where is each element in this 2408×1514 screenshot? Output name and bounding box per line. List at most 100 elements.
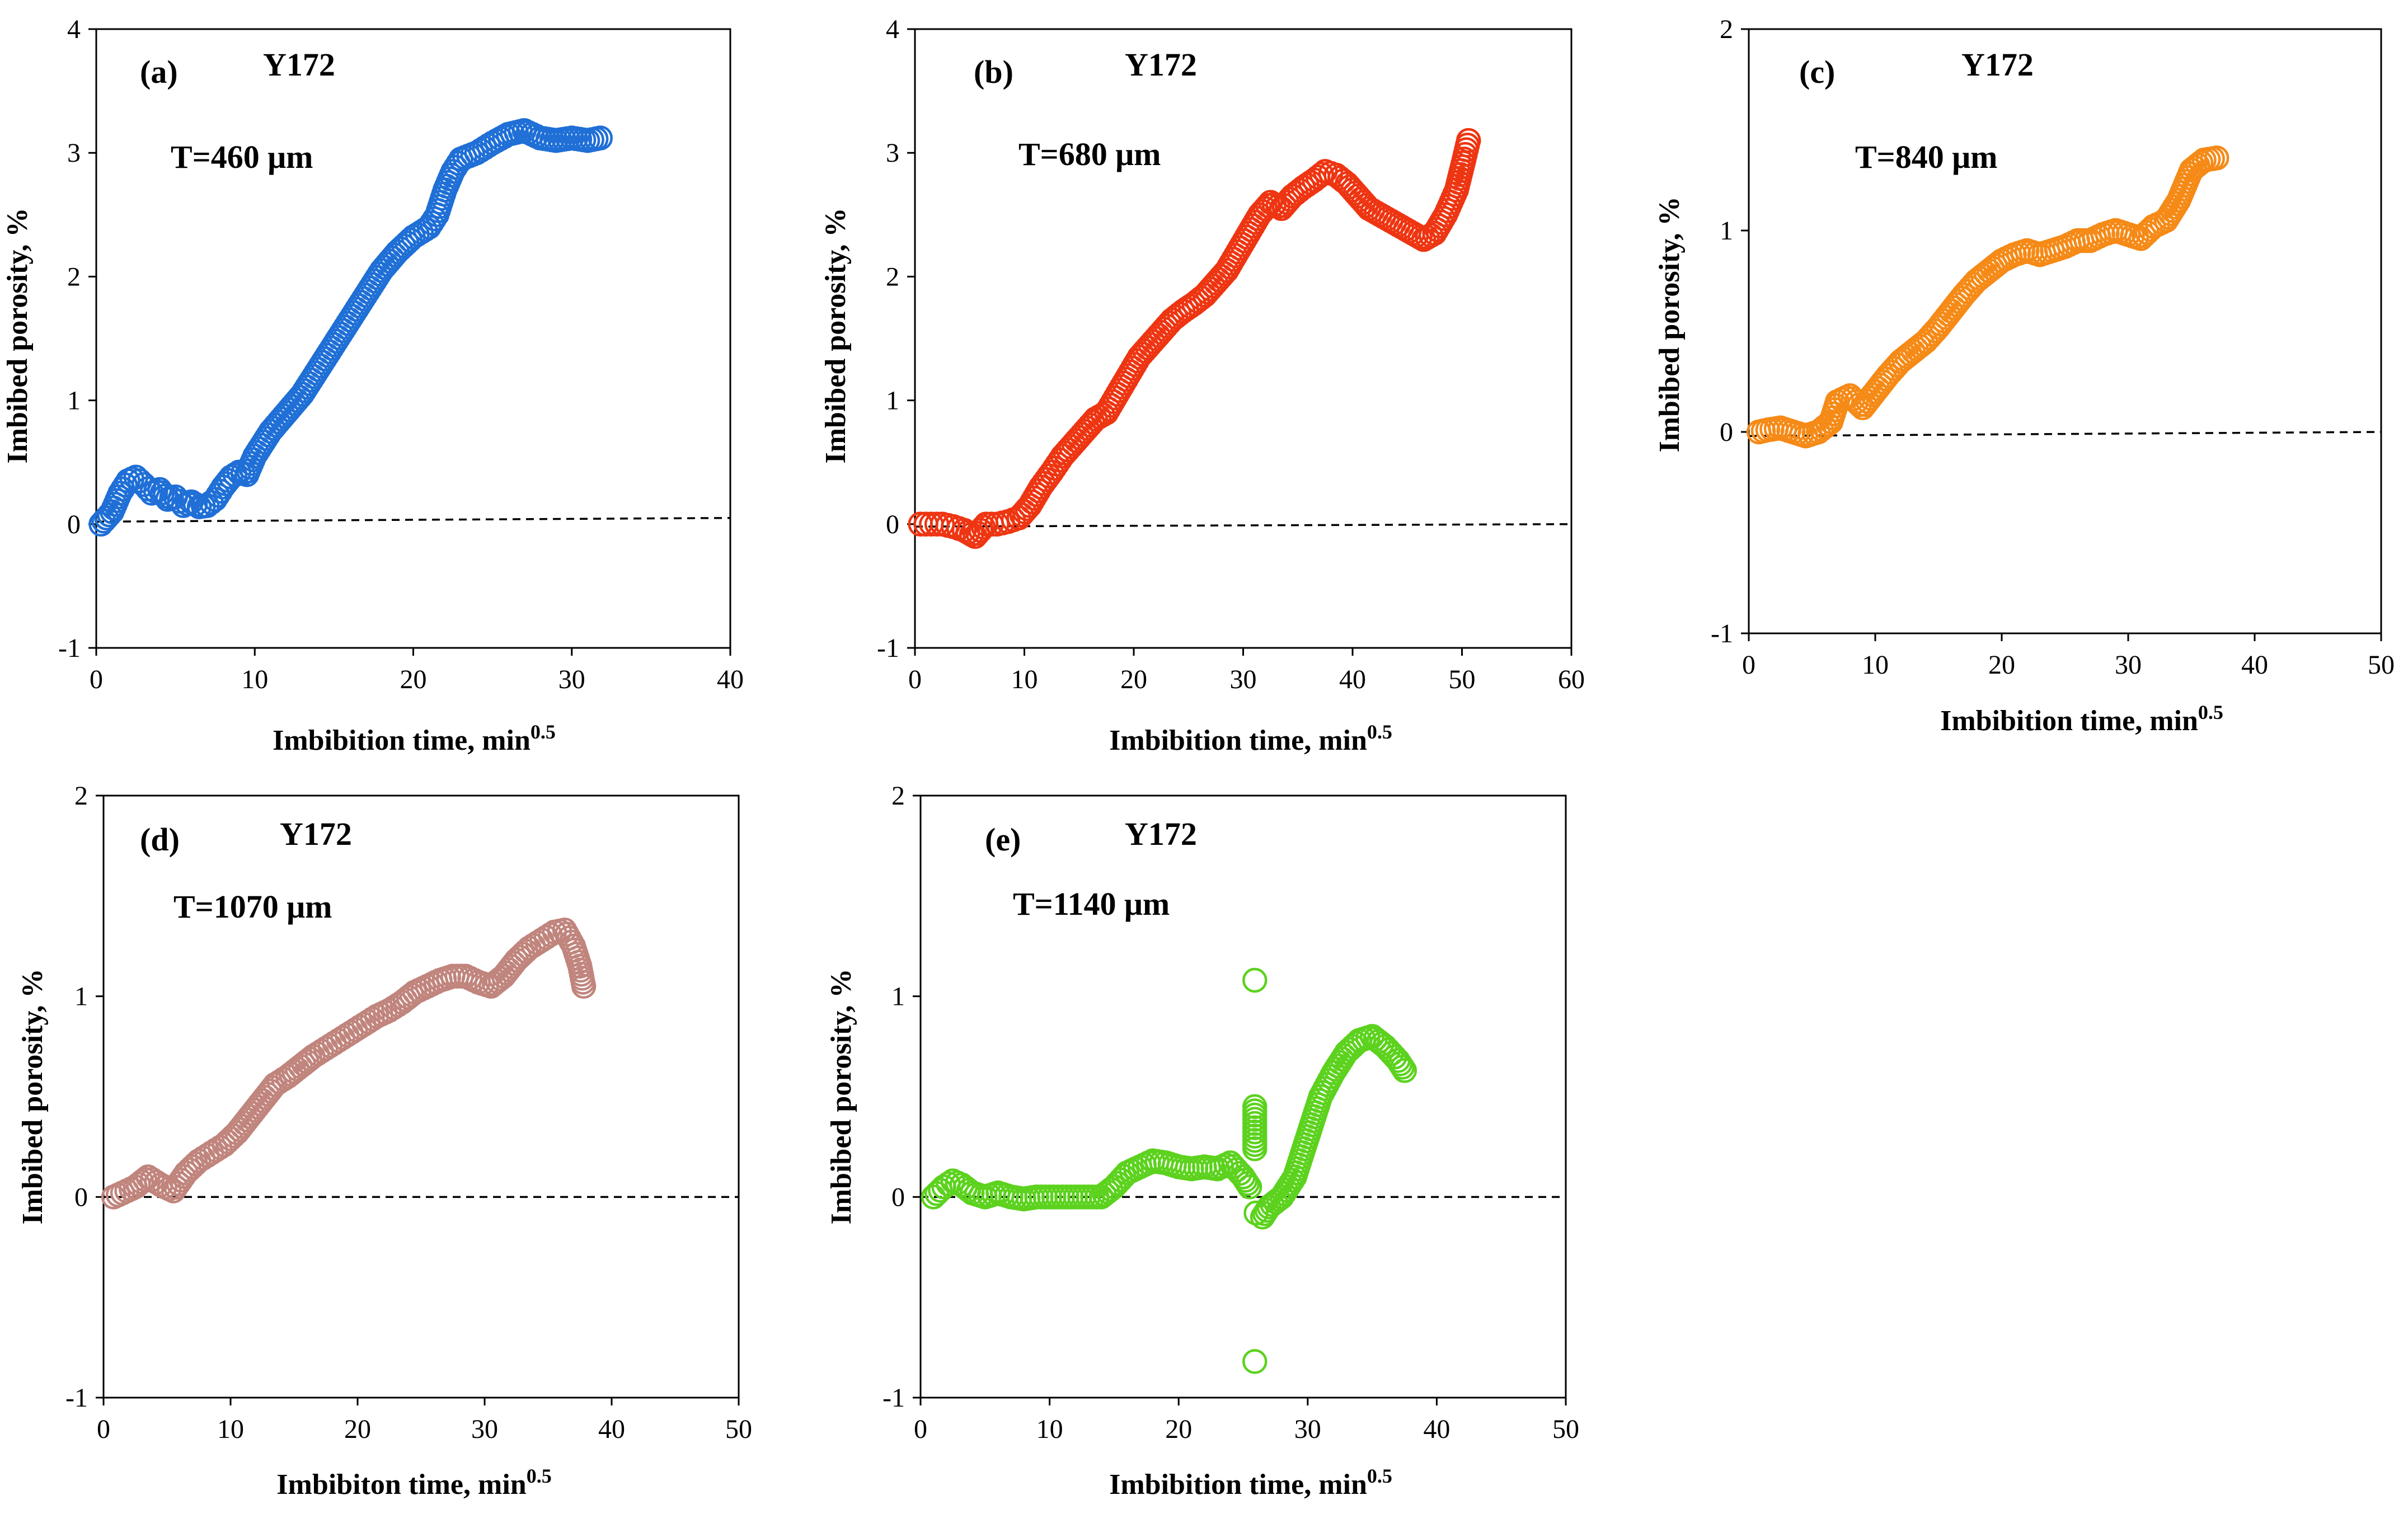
- x-tick-label: 30: [1230, 665, 1257, 694]
- data-point: [1237, 1174, 1262, 1200]
- thickness-annotation: T=680 μm: [1018, 136, 1161, 172]
- x-tick-label: 10: [1011, 665, 1038, 694]
- y-tick-label: 3: [67, 138, 81, 168]
- x-tick-label: 20: [400, 665, 427, 694]
- data-series: [908, 128, 1481, 549]
- data-point: [1243, 1200, 1269, 1226]
- x-tick-label: 0: [914, 1414, 927, 1444]
- chart-panel-e: 0 10 20 30 40 50 -1 0 1 2 (e) Y172 T=1140 μm Imbibiti…: [825, 781, 1579, 1501]
- x-axis-label: Imbibition time, min0.5: [273, 721, 556, 756]
- y-tick-label: 1: [886, 386, 899, 416]
- panel-label: (a): [140, 54, 178, 90]
- data-point: [1242, 1136, 1268, 1162]
- sample-label: Y172: [263, 46, 335, 83]
- y-tick-label: 4: [67, 15, 81, 44]
- chart-panel-b: 0 10 20 30 40 50 60 -1 0 1 2 3 4 (b) Y172 T=680 μm Imbib…: [820, 15, 1585, 756]
- x-tick-label: 0: [97, 1414, 110, 1444]
- y-tick-label: 1: [1720, 216, 1733, 246]
- y-axis-label: Imbibed porosity, %: [820, 208, 852, 463]
- x-tick-label: 10: [241, 665, 268, 694]
- thickness-annotation: T=1070 μm: [173, 888, 332, 925]
- data-point: [1456, 128, 1481, 153]
- x-axis-label: Imbibition time, min0.5: [1940, 701, 2223, 737]
- chart-panel-a: 0 10 20 30 40 -1 0 1 2 3 4 (a) Y172 T=460 μm Imbibitio…: [2, 15, 744, 756]
- data-series: [88, 118, 613, 537]
- x-axis-label: Imbibition time, min0.5: [1109, 1465, 1392, 1501]
- data-point: [1910, 331, 1935, 356]
- y-tick-label: 2: [74, 781, 88, 811]
- data-series: [1746, 145, 2229, 449]
- plot-frame: [919, 794, 1567, 1399]
- zero-baseline: [1748, 431, 2382, 437]
- y-axis-label: Imbibed porosity, %: [17, 968, 49, 1224]
- y-tick-label: 0: [891, 1182, 905, 1212]
- data-point: [1242, 1349, 1268, 1374]
- data-point: [1841, 386, 1866, 411]
- data-point: [571, 974, 597, 999]
- x-tick-label: 40: [2241, 650, 2268, 680]
- y-tick-label: 3: [886, 138, 899, 168]
- y-tick-label: -1: [65, 1383, 88, 1413]
- y-tick-label: 1: [74, 982, 88, 1012]
- x-tick-label: 50: [1552, 1414, 1579, 1444]
- x-tick-label: 10: [1036, 1414, 1063, 1444]
- x-tick-label: 0: [90, 665, 103, 694]
- sample-label: Y172: [280, 816, 352, 852]
- data-series: [101, 918, 597, 1210]
- plot-frame: [95, 28, 731, 649]
- x-tick-label: 40: [1423, 1414, 1450, 1444]
- y-tick-label: 1: [67, 386, 81, 416]
- panel-label: (d): [140, 821, 180, 858]
- y-tick-label: 2: [67, 262, 81, 291]
- y-tick-label: -1: [883, 1383, 905, 1413]
- x-tick-label: 20: [1120, 665, 1147, 694]
- y-tick-label: 2: [1720, 15, 1733, 44]
- thickness-annotation: T=1140 μm: [1013, 886, 1170, 922]
- data-point: [2204, 145, 2229, 171]
- thickness-annotation: T=840 μm: [1855, 139, 1997, 175]
- data-point: [129, 1169, 154, 1195]
- data-point: [1098, 1177, 1124, 1202]
- x-tick-label: 0: [908, 665, 922, 694]
- y-tick-label: 0: [1720, 417, 1733, 447]
- data-point: [1266, 1187, 1292, 1212]
- x-tick-label: 0: [1742, 650, 1755, 680]
- data-point: [1387, 1051, 1413, 1076]
- x-tick-label: 30: [558, 665, 585, 694]
- data-point: [588, 125, 613, 151]
- data-point: [1233, 1168, 1258, 1193]
- sample-label: Y172: [1961, 46, 2034, 83]
- x-tick-label: 40: [717, 665, 744, 694]
- y-tick-label: 0: [886, 510, 899, 539]
- x-tick-label: 40: [1339, 665, 1366, 694]
- x-tick-label: 20: [344, 1414, 371, 1444]
- sample-label: Y172: [1125, 816, 1197, 852]
- y-tick-label: -1: [58, 633, 81, 663]
- y-axis-label: Imbibed porosity, %: [2, 208, 34, 463]
- x-tick-label: 10: [217, 1414, 244, 1444]
- y-axis-label: Imbibed porosity, %: [1654, 196, 1686, 452]
- y-tick-label: 2: [891, 781, 905, 811]
- x-tick-label: 50: [725, 1414, 752, 1444]
- panel-label: (e): [985, 821, 1021, 858]
- x-tick-label: 50: [1449, 665, 1476, 694]
- x-tick-label: 50: [2368, 650, 2395, 680]
- data-point: [1392, 1058, 1417, 1083]
- thickness-annotation: T=460 μm: [171, 139, 313, 175]
- x-tick-label: 30: [1294, 1414, 1321, 1444]
- data-point: [1234, 1171, 1260, 1196]
- data-point: [1407, 225, 1433, 250]
- data-point: [1369, 1031, 1395, 1057]
- x-tick-label: 30: [471, 1414, 498, 1444]
- x-axis-label: Imbibiton time, min0.5: [276, 1465, 551, 1501]
- plot-frame: [914, 28, 1573, 649]
- plot-frame: [102, 794, 740, 1399]
- data-point: [1309, 162, 1334, 187]
- data-point: [1242, 967, 1268, 993]
- y-tick-label: 4: [886, 15, 899, 44]
- plot-frame: [1748, 28, 2382, 634]
- x-tick-label: 20: [1165, 1414, 1192, 1444]
- y-tick-label: 0: [67, 510, 81, 539]
- y-tick-label: 2: [886, 262, 899, 291]
